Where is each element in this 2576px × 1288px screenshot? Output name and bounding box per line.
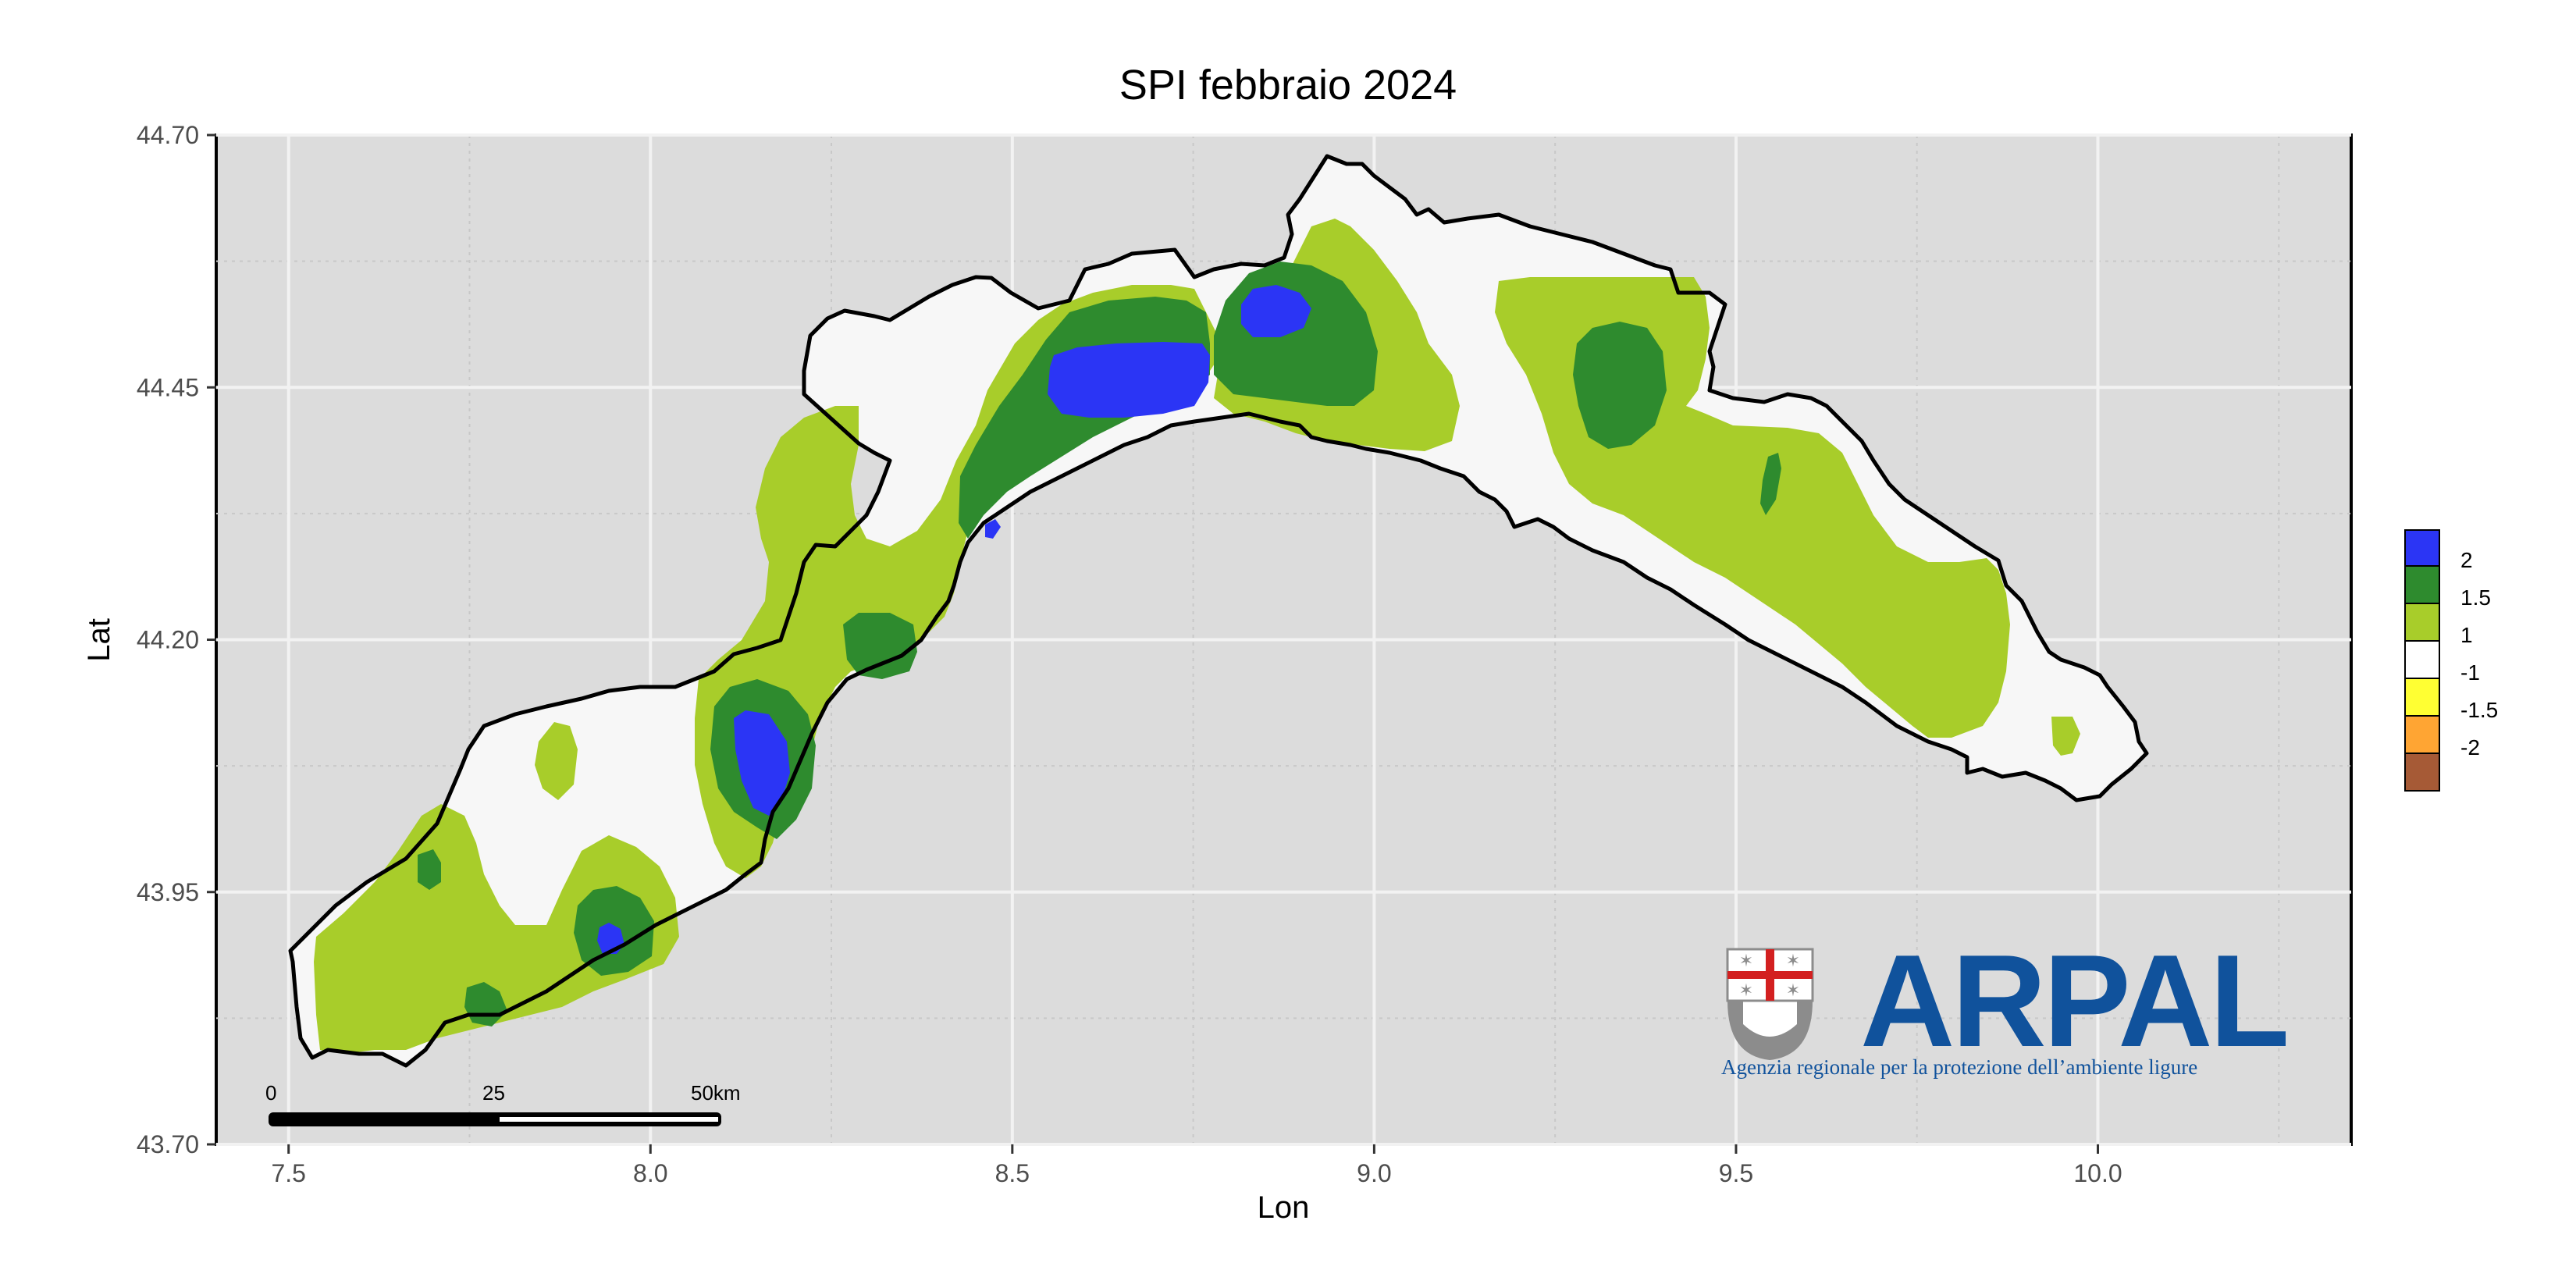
scale-label-25: 25 — [482, 1081, 505, 1105]
scale-label-50: 50km — [691, 1081, 741, 1105]
x-tick-label: 8.0 — [633, 1159, 667, 1187]
chart-title: SPI febbraio 2024 — [1119, 62, 1457, 109]
scale-label-0: 0 — [265, 1081, 277, 1105]
legend-label: 1 — [2460, 623, 2473, 647]
svg-text:✶: ✶ — [1786, 951, 1800, 970]
liguria-shield-icon: ✶ ✶ ✶ ✶ — [1726, 948, 1814, 1060]
region-blue-n1 — [1048, 342, 1210, 418]
svg-text:✶: ✶ — [1739, 951, 1753, 970]
scale-bar-graphic — [269, 1112, 721, 1126]
legend-swatch — [2404, 642, 2440, 679]
x-axis-ticks: 7.5 8.0 8.5 9.0 9.5 10.0 — [271, 1144, 2122, 1187]
x-axis-label: Lon — [1258, 1190, 1310, 1225]
x-tick-label: 7.5 — [271, 1159, 305, 1187]
y-axis-label: Lat — [82, 618, 116, 662]
region-dark-green-w1 — [418, 849, 441, 890]
region-blue-n2 — [1241, 285, 1311, 337]
y-tick-label: 44.70 — [137, 121, 199, 149]
legend-label: 1.5 — [2460, 585, 2491, 610]
y-tick-label: 44.20 — [137, 626, 199, 654]
x-tick-label: 9.0 — [1357, 1159, 1391, 1187]
region-boundary — [288, 154, 2149, 1068]
logo-subtitle: Agenzia regionale per la protezione dell… — [1721, 1055, 2198, 1079]
region-dark-green-e1 — [1573, 322, 1667, 449]
x-tick-label: 10.0 — [2073, 1159, 2122, 1187]
region-blue-sm — [985, 519, 1001, 539]
logo-wordmark: ARPAL — [1860, 927, 2290, 1074]
arpal-logo: ✶ ✶ ✶ ✶ ARPAL Agenzia regionale per la p… — [1721, 927, 2290, 1093]
y-tick-label: 43.95 — [137, 878, 199, 906]
legend-label: -1 — [2460, 660, 2480, 685]
legend-swatch — [2404, 604, 2440, 642]
region-light-green-west — [314, 804, 679, 1054]
legend-swatch — [2404, 567, 2440, 604]
legend-label: 2 — [2460, 548, 2473, 572]
region-blue-c — [734, 710, 790, 816]
region-dark-green-c2 — [843, 613, 917, 679]
x-tick-label: 9.5 — [1719, 1159, 1753, 1187]
gridlines — [216, 133, 2351, 1146]
legend-swatch — [2404, 529, 2440, 567]
svg-text:✶: ✶ — [1739, 980, 1753, 1000]
y-tick-label: 43.70 — [137, 1130, 199, 1158]
legend-swatch — [2404, 679, 2440, 717]
legend-swatch — [2404, 717, 2440, 754]
y-axis-ticks: 43.70 43.95 44.20 44.45 44.70 — [137, 121, 216, 1158]
x-tick-label: 8.5 — [995, 1159, 1030, 1187]
region-dark-green-e2 — [1760, 453, 1781, 515]
legend-label: -1.5 — [2460, 698, 2499, 722]
legend-swatch — [2404, 754, 2440, 792]
region-light-green-se — [2051, 717, 2080, 756]
legend-label: -2 — [2460, 735, 2480, 760]
svg-text:✶: ✶ — [1786, 980, 1800, 1000]
region-light-green-sm — [535, 722, 578, 800]
y-tick-label: 44.45 — [137, 373, 199, 401]
